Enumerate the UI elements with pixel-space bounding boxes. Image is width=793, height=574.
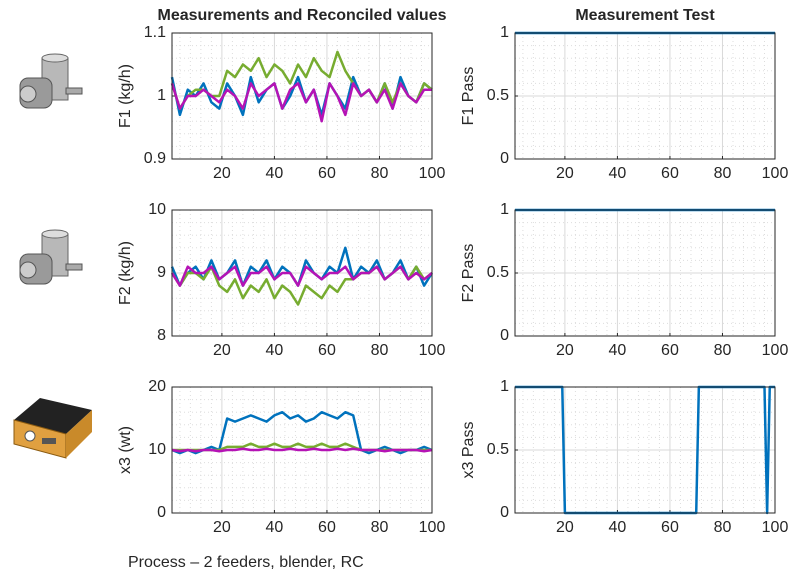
subplot: 8 9 10 20 40 60 80 100 F2 (kg/h) [117,201,445,359]
y-tick-label: 1 [500,378,509,395]
y-axis-label: F2 (kg/h) [117,241,134,305]
x-tick-label: 60 [661,165,679,182]
x-tick-label: 80 [714,519,732,536]
plot-frame [171,386,433,514]
x-tick-label: 60 [318,165,336,182]
y-axis-label: F1 (kg/h) [117,64,134,128]
x-tick-label: 60 [318,519,336,536]
y-tick-label: 10 [148,201,166,218]
plot-frame [514,32,776,160]
x-tick-label: 100 [419,165,446,182]
y-tick-label: 9 [157,264,166,281]
x-tick-label: 80 [714,342,732,359]
caption: Process – 2 feeders, blender, RC [128,554,364,571]
sensor-icon [13,398,92,459]
x-tick-label: 20 [556,519,574,536]
x-tick-label: 80 [371,342,389,359]
feeder-icon [19,53,83,109]
y-tick-label: 10 [148,441,166,458]
x-tick-label: 40 [266,519,284,536]
y-tick-label: 20 [148,378,166,395]
x-tick-label: 100 [762,519,789,536]
y-tick-label: 1.1 [144,24,166,41]
x-tick-label: 20 [213,342,231,359]
subplot: 0.9 1 1.1 20 40 60 80 100 Measurements and Recon… [117,7,446,182]
x-tick-label: 100 [419,342,446,359]
subplot-title: Measurement Test [575,7,715,24]
x-tick-label: 20 [556,342,574,359]
y-tick-label: 0 [157,504,166,521]
y-tick-label: 0.5 [487,441,509,458]
y-tick-label: 0 [500,504,509,521]
x-tick-label: 60 [661,342,679,359]
x-tick-label: 100 [419,519,446,536]
subplot-title: Measurements and Reconciled values [158,7,447,24]
y-tick-label: 0 [500,327,509,344]
y-axis-label: F1 Pass [460,67,477,126]
subplot: 0 10 20 20 40 60 80 100 x3 (wt) [117,378,445,536]
plot-frame [171,32,433,160]
y-tick-label: 1 [500,24,509,41]
x-tick-label: 80 [714,165,732,182]
y-axis-label: x3 Pass [460,422,477,479]
x-tick-label: 100 [762,165,789,182]
x-tick-label: 60 [318,342,336,359]
y-tick-label: 1 [157,87,166,104]
data-line [170,50,433,110]
y-tick-label: 1 [500,201,509,218]
plot-frame [514,386,776,514]
plot-frame [514,209,776,337]
x-tick-label: 40 [609,342,627,359]
data-line [171,410,433,455]
subplot: 0 0.5 1 20 40 60 80 100 x3 Pass [460,378,788,536]
y-tick-label: 0.5 [487,87,509,104]
x-tick-label: 40 [609,165,627,182]
x-tick-label: 40 [266,165,284,182]
plot-frame [171,209,433,337]
y-axis-label: F2 Pass [460,244,477,303]
x-tick-label: 80 [371,165,389,182]
subplot: 0 0.5 1 20 40 60 80 100 Measurement Test F1 Pass [460,7,788,182]
x-tick-label: 80 [371,519,389,536]
data-line [171,447,433,453]
y-tick-label: 0.9 [144,150,166,167]
y-tick-label: 0.5 [487,264,509,281]
y-tick-label: 0 [500,150,509,167]
data-line [170,82,432,123]
subplot: 0 0.5 1 20 40 60 80 100 F2 Pass [460,201,788,359]
x-tick-label: 20 [213,165,231,182]
x-tick-label: 100 [762,342,789,359]
x-tick-label: 40 [609,519,627,536]
feeder-icon [19,229,83,285]
x-tick-label: 60 [661,519,679,536]
data-line [170,265,433,287]
x-tick-label: 20 [213,519,231,536]
y-tick-label: 8 [157,327,166,344]
y-axis-label: x3 (wt) [117,426,134,474]
x-tick-label: 40 [266,342,284,359]
x-tick-label: 20 [556,165,574,182]
